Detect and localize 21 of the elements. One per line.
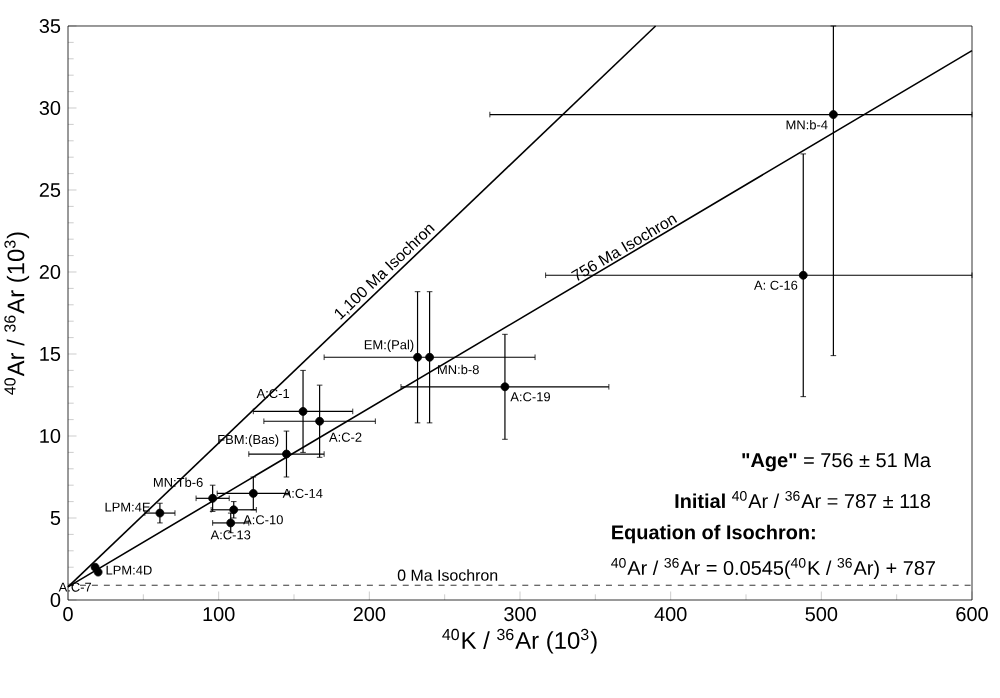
y-tick-label: 5 xyxy=(50,511,61,525)
y-tick-label: 15 xyxy=(40,347,61,361)
x-tick-label: 300 xyxy=(504,607,536,622)
x-tick-label: 400 xyxy=(654,607,687,622)
y-tick-label: 25 xyxy=(39,182,61,198)
y-axis-title: $^{40}$Ar / $^{36}$Ar (10$^{3}$) xyxy=(4,232,30,395)
annotation: Equation of Isochron: xyxy=(612,524,815,544)
x-tick-label: 200 xyxy=(353,607,386,622)
x-tick-label: 100 xyxy=(203,607,235,622)
annotation: "Age" = 756 ± 51 Ma xyxy=(742,453,931,472)
x-tick-label: 500 xyxy=(805,607,838,622)
annotation: Initial $^{40}$Ar / $^{36}$Ar = 787 ± 118 xyxy=(675,490,931,509)
y-tick-label: 10 xyxy=(40,428,61,444)
x-tick-label: 600 xyxy=(956,607,988,622)
y-tick-label: 35 xyxy=(39,18,61,34)
y-tick-label: 30 xyxy=(39,100,61,116)
annotation: $^{40}$Ar / $^{36}$Ar = 0.0545($^{40}$K / $^{36}$Ar) + 787 xyxy=(611,557,935,579)
x-axis-title: $^{40}$K / $^{36}$Ar (10$^{3}$) xyxy=(442,628,597,654)
y-tick-label: 20 xyxy=(39,264,61,280)
y-tick-label: 0 xyxy=(50,592,61,608)
x-tick-label: 0 xyxy=(63,607,73,622)
